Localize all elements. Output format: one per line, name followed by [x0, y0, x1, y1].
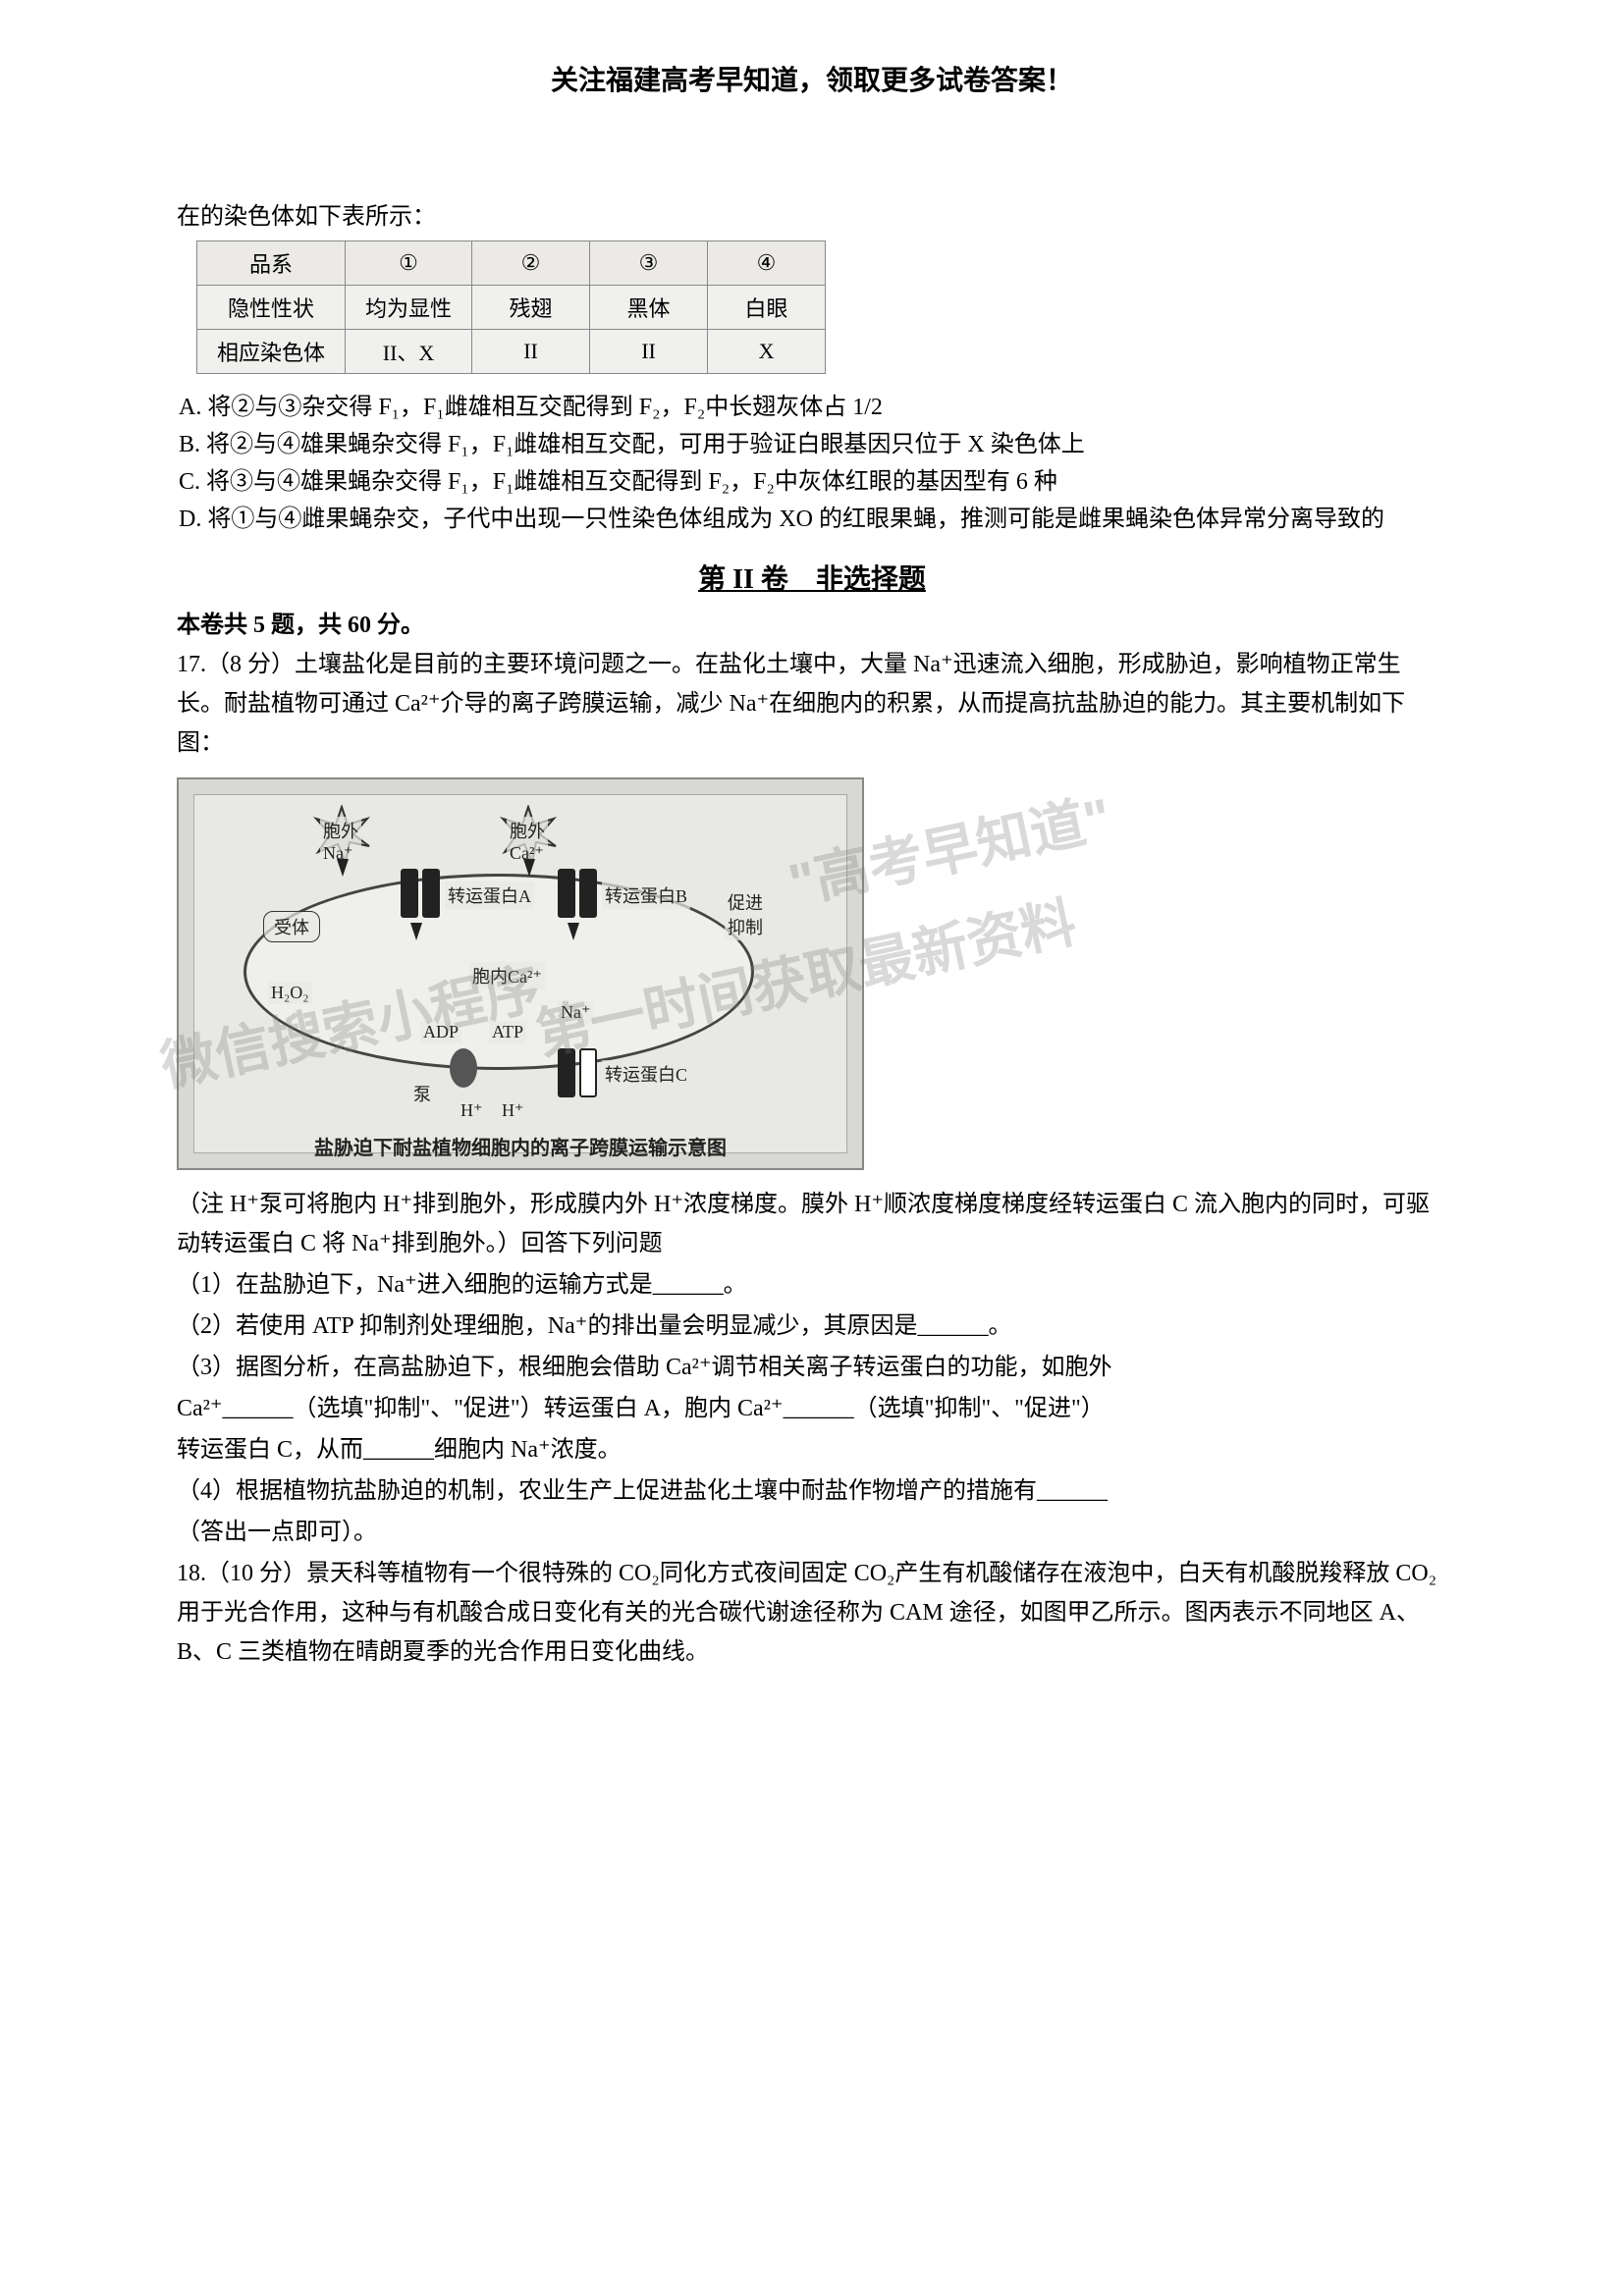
intro-text: 在的染色体如下表所示： — [177, 196, 1447, 231]
h-label-1: H⁺ — [458, 1099, 486, 1122]
na-label: Na⁺ — [558, 1001, 594, 1024]
cell: 黑体 — [590, 286, 708, 330]
cell: 残翅 — [472, 286, 590, 330]
question-17-body: （注 H⁺泵可将胞内 H⁺排到胞外，形成膜内外 H⁺浓度梯度。膜外 H⁺顺浓度梯… — [177, 1185, 1447, 1552]
cell: II、X — [346, 330, 472, 374]
option-d: D. 将①与④雌果蝇杂交，子代中出现一只性染色体组成为 XO 的红眼果蝇，推测可… — [179, 501, 1447, 538]
adp-label: ADP — [420, 1021, 461, 1043]
na-out-label: 胞外 Na⁺ — [320, 817, 361, 865]
h-label-2: H⁺ — [499, 1099, 527, 1122]
col-header: ③ — [590, 241, 708, 286]
protein-a-icon — [422, 869, 440, 918]
protein-c-icon — [579, 1048, 597, 1097]
cell: 相应染色体 — [197, 330, 346, 374]
h2o2-label: H₂O₂ — [268, 982, 312, 1004]
q17-p3b: Ca²⁺______（选填"抑制"、"促进"）转运蛋白 A，胞内 Ca²⁺___… — [177, 1389, 1447, 1428]
figure-inner: 胞外 Na⁺ 胞外 Ca²⁺ 转运蛋白A 转运蛋白B 受体 促进 抑制 H₂O₂… — [193, 794, 847, 1153]
q17-p4a: （4）根据植物抗盐胁迫的机制，农业生产上促进盐化土壤中耐盐作物增产的措施有___… — [177, 1471, 1447, 1511]
atp-label: ATP — [489, 1021, 526, 1043]
cell: X — [708, 330, 826, 374]
table-row: 品系 ① ② ③ ④ — [197, 241, 826, 286]
option-b: B. 将②与④雄果蝇杂交得 F₁，F₁雌雄相互交配，可用于验证白眼基因只位于 X… — [179, 426, 1447, 463]
section-2-sub: 本卷共 5 题，共 60 分。 — [177, 605, 1447, 639]
figure-caption: 盐胁迫下耐盐植物细胞内的离子跨膜运输示意图 — [179, 1132, 862, 1160]
pump-label: 泵 — [410, 1080, 434, 1107]
ion-transport-figure: 胞外 Na⁺ 胞外 Ca²⁺ 转运蛋白A 转运蛋白B 受体 促进 抑制 H₂O₂… — [177, 777, 864, 1170]
ca-in-label: 胞内Ca²⁺ — [469, 962, 545, 989]
col-header: 品系 — [197, 241, 346, 286]
inhibit-label: 抑制 — [725, 913, 766, 940]
q17-p3a: （3）据图分析，在高盐胁迫下，根细胞会借助 Ca²⁺调节相关离子转运蛋白的功能，… — [177, 1348, 1447, 1387]
arrow-icon — [337, 859, 349, 877]
q17-p4b: （答出一点即可）。 — [177, 1513, 1447, 1552]
protein-b-icon — [558, 869, 575, 918]
table-row: 隐性性状 均为显性 残翅 黑体 白眼 — [197, 286, 826, 330]
cell: 隐性性状 — [197, 286, 346, 330]
protein-a-icon — [401, 869, 418, 918]
section-2-title: 第 II 卷 非选择题 — [177, 558, 1447, 597]
col-header: ④ — [708, 241, 826, 286]
receptor-label: 受体 — [263, 911, 320, 942]
ca-out-label: 胞外 Ca²⁺ — [507, 817, 548, 865]
cell: 均为显性 — [346, 286, 472, 330]
q17-p2: （2）若使用 ATP 抑制剂处理细胞，Na⁺的排出量会明显减少，其原因是____… — [177, 1307, 1447, 1346]
col-header: ② — [472, 241, 590, 286]
q17-p3c: 转运蛋白 C，从而______细胞内 Na⁺浓度。 — [177, 1430, 1447, 1469]
question-18: 18.（10 分）景天科等植物有一个很特殊的 CO₂同化方式夜间固定 CO₂产生… — [177, 1554, 1447, 1672]
page-header: 关注福建高考早知道，领取更多试卷答案！ — [177, 59, 1447, 98]
q17-intro: 17.（8 分）土壤盐化是目前的主要环境问题之一。在盐化土壤中，大量 Na⁺迅速… — [177, 645, 1447, 763]
cell: II — [590, 330, 708, 374]
table-row: 相应染色体 II、X II II X — [197, 330, 826, 374]
promote-label: 促进 — [725, 888, 766, 916]
protein-a-label: 转运蛋白A — [445, 881, 534, 909]
arrow-icon — [523, 859, 535, 877]
cell: II — [472, 330, 590, 374]
protein-c-icon — [558, 1048, 575, 1097]
protein-b-label: 转运蛋白B — [602, 881, 690, 909]
protein-b-icon — [579, 869, 597, 918]
pump-icon — [450, 1048, 477, 1088]
option-c: C. 将③与④雄果蝇杂交得 F₁，F₁雌雄相互交配得到 F₂，F₂中灰体红眼的基… — [179, 463, 1447, 501]
arrow-icon — [410, 923, 422, 940]
protein-c-label: 转运蛋白C — [602, 1060, 690, 1088]
question-17: 17.（8 分）土壤盐化是目前的主要环境问题之一。在盐化土壤中，大量 Na⁺迅速… — [177, 645, 1447, 763]
option-a: A. 将②与③杂交得 F₁，F₁雌雄相互交配得到 F₂，F₂中长翅灰体占 1/2 — [179, 389, 1447, 426]
arrow-icon — [568, 923, 579, 940]
q17-p1: （1）在盐胁迫下，Na⁺进入细胞的运输方式是______。 — [177, 1265, 1447, 1305]
chromosome-table: 品系 ① ② ③ ④ 隐性性状 均为显性 残翅 黑体 白眼 相应染色体 II、X… — [196, 240, 826, 374]
q17-note: （注 H⁺泵可将胞内 H⁺排到胞外，形成膜内外 H⁺浓度梯度。膜外 H⁺顺浓度梯… — [177, 1185, 1447, 1263]
col-header: ① — [346, 241, 472, 286]
q18-text: 18.（10 分）景天科等植物有一个很特殊的 CO₂同化方式夜间固定 CO₂产生… — [177, 1554, 1447, 1672]
cell: 白眼 — [708, 286, 826, 330]
